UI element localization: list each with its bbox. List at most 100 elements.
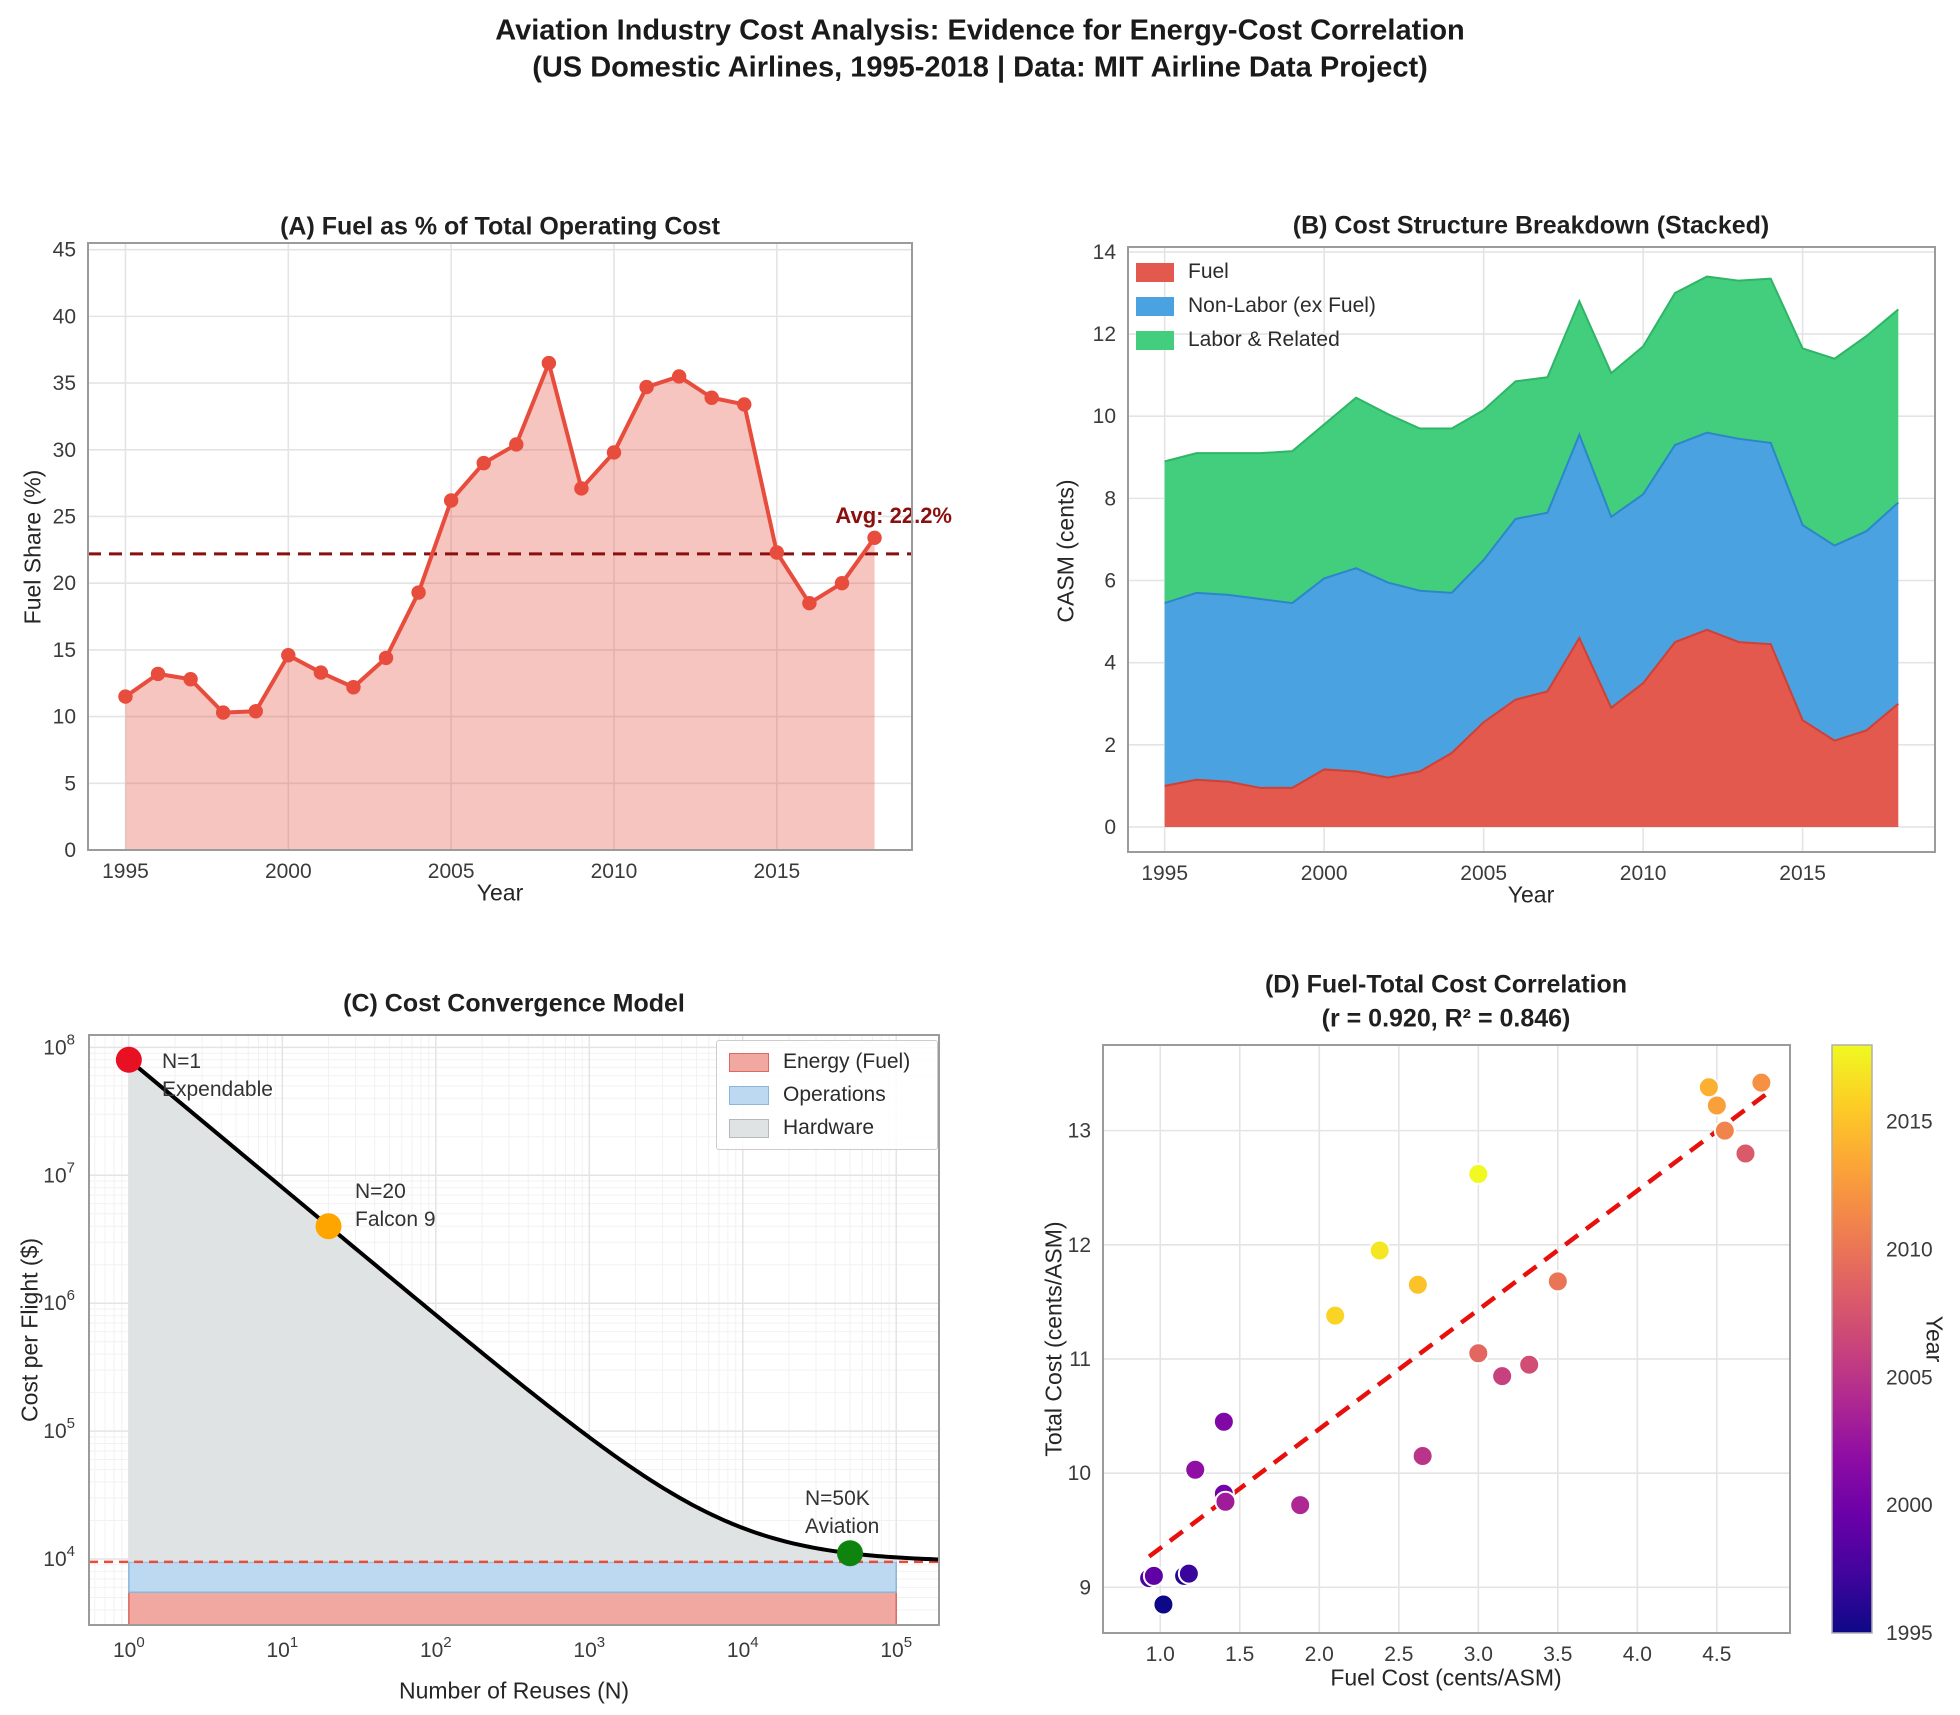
scatter-point — [1713, 1119, 1736, 1142]
scatter-point — [1467, 1342, 1490, 1365]
data-point — [509, 437, 524, 452]
stack-area-fuel — [1164, 629, 1899, 827]
legend-label: Non-Labor (ex Fuel) — [1188, 294, 1376, 317]
y-tick-label: 40 — [53, 305, 76, 328]
y-tick-label: 5 — [64, 772, 76, 795]
colorbar-tick-label: 2005 — [1886, 1366, 1933, 1389]
operations-band — [128, 1561, 897, 1593]
plot-frame — [87, 242, 913, 851]
y-tick-label: 10 — [53, 706, 76, 729]
y-tick-label: 12 — [1093, 323, 1116, 346]
y-tick-label: 11 — [1069, 1348, 1091, 1371]
data-point — [313, 665, 329, 680]
plot-frame — [88, 1034, 940, 1626]
y-tick-label: 8 — [1104, 487, 1116, 510]
panel-d-xlabel: Fuel Cost (cents/ASM) — [1330, 1664, 1562, 1691]
x-tick-label: 1.5 — [1225, 1643, 1254, 1666]
milestone-label: N=1 — [162, 1050, 201, 1073]
data-point — [476, 455, 491, 471]
x-tick-label: 1995 — [102, 860, 149, 883]
legend-item-nonlabor: Non-Labor (ex Fuel) — [1136, 294, 1376, 318]
figure-subtitle: (US Domestic Airlines, 1995-2018 | Data:… — [532, 51, 1428, 84]
x-tick-label: 2000 — [265, 860, 312, 883]
tick-label: 104 — [727, 1634, 759, 1662]
data-point — [639, 379, 654, 395]
x-tick-label: 3.0 — [1464, 1643, 1493, 1666]
scatter-point — [1750, 1071, 1773, 1094]
panel-d-title: (D) Fuel-Total Cost Correlation — [1264, 970, 1628, 999]
tick-label: 101 — [266, 1634, 298, 1662]
panel-c-plot: N=1 Expendable N=20 Falcon 9 N=50K Aviation 10… — [43, 1031, 940, 1662]
data-point — [802, 595, 817, 611]
x-tick-label: 2010 — [1620, 862, 1667, 885]
milestone-label: N=20 — [355, 1180, 406, 1203]
scatter-point — [1697, 1076, 1720, 1099]
data-point — [443, 493, 459, 508]
regression-line — [1147, 1091, 1770, 1559]
panel-b-title: (B) Cost Structure Breakdown (Stacked) — [1292, 211, 1770, 240]
data-point — [704, 390, 719, 405]
legend-label: Operations — [783, 1083, 886, 1106]
milestone-point — [315, 1213, 342, 1240]
y-tick-label: 4 — [1104, 652, 1116, 675]
tick-label: 104 — [43, 1543, 75, 1571]
panel-a-plot: Avg: 22.2% 1995 2000 2005 2010 2015 0 5 10 15 20 25… — [53, 239, 952, 883]
legend-label: Hardware — [783, 1116, 875, 1139]
scatter-point — [1289, 1494, 1312, 1517]
y-tick-label: 2 — [1104, 734, 1116, 757]
milestone-point — [115, 1046, 142, 1073]
data-point — [215, 705, 231, 720]
data-point — [183, 672, 198, 687]
data-point — [606, 445, 622, 460]
tick-label: 108 — [43, 1031, 75, 1059]
scatter-point — [1467, 1163, 1490, 1186]
x-tick-label: 2015 — [753, 860, 800, 883]
panel-c-xlabel: Number of Reuses (N) — [398, 1677, 630, 1704]
scatter-point — [1411, 1445, 1434, 1468]
legend-item-fuel: Fuel — [1136, 260, 1376, 284]
x-tick-label: 1995 — [1141, 862, 1188, 885]
legend-swatch-nonlabor — [1136, 296, 1174, 316]
data-point — [769, 545, 785, 560]
scatter-point — [1214, 1490, 1237, 1513]
panel-d-plot: 1.0 1.5 2.0 2.5 3.0 3.5 4.0 4.5 9 10 11 12 13 1995 200… — [1068, 1044, 1933, 1666]
y-tick-label: 0 — [1104, 816, 1116, 839]
data-point — [411, 585, 426, 600]
y-tick-label: 45 — [53, 239, 76, 262]
data-point — [248, 704, 263, 719]
y-tick-label: 6 — [1104, 570, 1116, 593]
x-tick-label: 2005 — [1460, 862, 1507, 885]
legend-label: Fuel — [1188, 260, 1229, 283]
y-tick-label: 9 — [1079, 1576, 1091, 1599]
data-point — [867, 530, 882, 546]
convergence-curve — [127, 1058, 940, 1562]
scatter-point — [1705, 1094, 1728, 1117]
milestone-point — [837, 1540, 864, 1567]
colorbar-label: Year — [1921, 1315, 1948, 1363]
plot-frame — [1102, 1044, 1791, 1634]
milestone-label: Expendable — [162, 1078, 273, 1101]
legend-item-hardware: Hardware — [729, 1116, 925, 1140]
energy-band — [128, 1591, 897, 1626]
legend-swatch-energy — [729, 1052, 769, 1072]
panel-a-xlabel: Year — [476, 879, 524, 906]
data-point — [737, 397, 752, 412]
stack-area-nonlabor — [1164, 432, 1899, 788]
x-tick-label: 2010 — [591, 860, 638, 883]
y-tick-label: 13 — [1068, 1120, 1091, 1143]
stack-boundary — [1164, 628, 1899, 789]
x-tick-label: 3.5 — [1543, 1643, 1572, 1666]
scatter-point — [1177, 1562, 1200, 1585]
legend-item-operations: Operations — [729, 1083, 925, 1107]
tick-label: 106 — [43, 1287, 75, 1315]
scatter-point — [1142, 1564, 1165, 1587]
y-tick-label: 12 — [1068, 1234, 1091, 1257]
colorbar-tick-label: 2010 — [1886, 1239, 1933, 1262]
panel-b-ylabel: CASM (cents) — [1052, 479, 1079, 623]
data-point — [150, 666, 166, 682]
x-tick-label: 2015 — [1779, 862, 1826, 885]
y-tick-label: 30 — [53, 439, 76, 462]
scatter-point — [1734, 1142, 1757, 1165]
stack-boundary — [1164, 275, 1899, 463]
